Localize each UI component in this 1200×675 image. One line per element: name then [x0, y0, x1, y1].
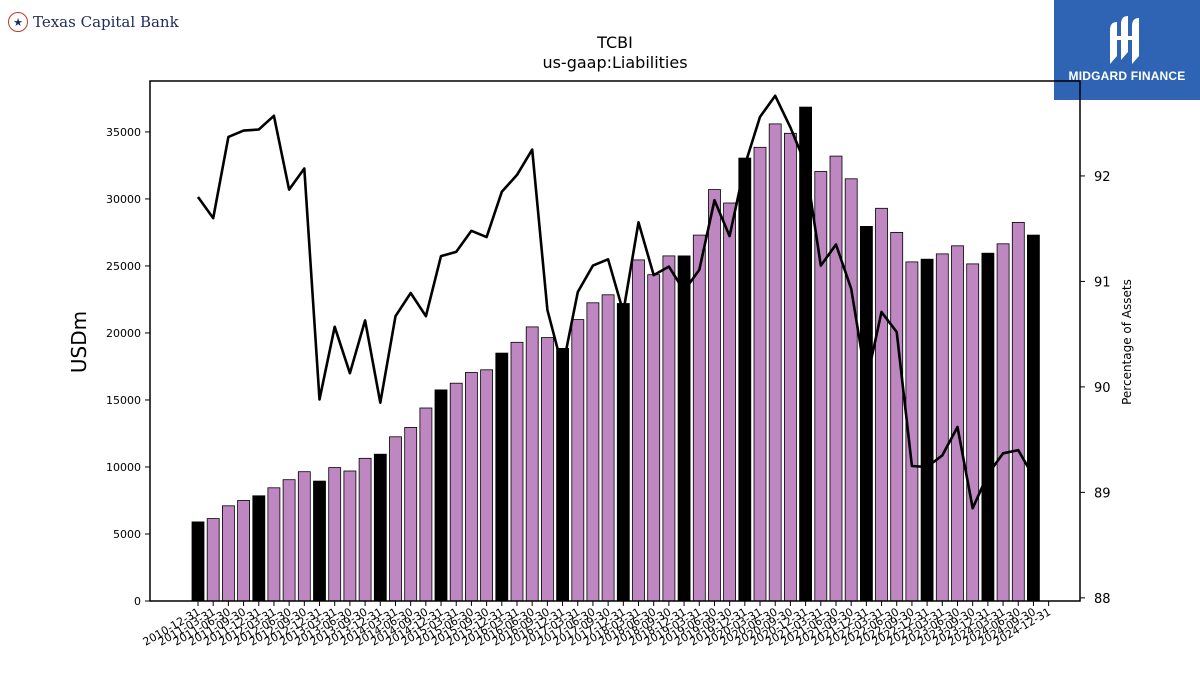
bar-2013-03-31: [328, 467, 342, 602]
percentage-line: [196, 94, 1035, 510]
bar-2011-09-30: [237, 500, 251, 602]
chart-title: TCBI: [596, 33, 633, 52]
bar-2018-12-31: [677, 255, 691, 602]
midgard-logo-icon: [1110, 16, 1139, 64]
bar-2024-06-30: [1011, 221, 1025, 602]
bar-2018-09-30: [662, 255, 676, 602]
bar-2019-06-30: [708, 189, 721, 602]
bar-2022-12-31: [920, 258, 934, 602]
bar-2011-03-31: [206, 518, 220, 602]
bar-2015-06-30: [464, 372, 478, 602]
bar-2015-12-31: [495, 352, 509, 602]
bar-series: [191, 106, 1040, 602]
y2-tick-label: 91: [1094, 275, 1111, 290]
bar-2016-09-30: [541, 337, 554, 602]
bar-2017-03-31: [571, 319, 585, 602]
y2-tick-label: 92: [1094, 170, 1111, 185]
y2-tick-label: 89: [1094, 486, 1111, 501]
y-tick-label: 25000: [106, 260, 141, 273]
y-tick-label: 15000: [106, 394, 141, 407]
star-icon: ★: [8, 12, 28, 32]
bar-2017-06-30: [586, 302, 600, 602]
bar-2024-03-31: [996, 243, 1010, 602]
chart-subtitle: us-gaap:Liabilities: [542, 53, 687, 72]
bar-2016-12-31: [556, 347, 569, 602]
bar-2015-03-31: [449, 382, 463, 602]
bar-2019-09-30: [723, 202, 736, 602]
bar-2014-09-30: [419, 407, 433, 602]
bar-2016-03-31: [510, 341, 524, 602]
bar-2013-09-30: [358, 457, 372, 602]
x-axis: 2010-12-312011-03-312011-06-302011-09-30…: [141, 601, 1053, 649]
bar-2014-12-31: [434, 389, 448, 602]
bar-2023-03-31: [935, 253, 949, 602]
brand-name: Texas Capital Bank: [33, 13, 179, 31]
bar-2012-12-31: [313, 480, 326, 602]
bar-2022-03-31: [875, 207, 888, 602]
plot-frame: [149, 80, 1081, 602]
bar-2023-09-30: [966, 263, 980, 602]
bar-2024-09-30: [1027, 234, 1040, 602]
y-tick-label: 0: [134, 595, 141, 608]
y-axis-right: 88 89 90 91 92: [1080, 170, 1111, 607]
bar-2016-06-30: [525, 326, 539, 602]
bar-2014-03-31: [389, 436, 402, 602]
y-tick-label: 35000: [106, 126, 141, 139]
y-tick-label: 20000: [106, 327, 141, 340]
bar-2018-06-30: [647, 274, 661, 602]
bar-2023-06-30: [951, 245, 964, 602]
badge-label: MIDGARD FINANCE: [1068, 69, 1186, 83]
bar-2023-12-31: [981, 252, 995, 602]
bar-2012-06-30: [282, 479, 296, 602]
y-tick-label: 30000: [106, 193, 141, 206]
bar-2020-06-30: [768, 123, 782, 602]
bar-2017-12-31: [616, 303, 630, 602]
bar-2012-03-31: [267, 487, 281, 602]
brand-logo: ★ Texas Capital Bank: [8, 12, 179, 32]
y2-tick-label: 90: [1094, 381, 1111, 396]
y-axis-label: USDm: [67, 311, 91, 373]
bar-2012-09-30: [297, 471, 311, 602]
y-tick-label: 5000: [113, 528, 141, 541]
bar-2013-12-31: [373, 453, 387, 602]
bar-2015-09-30: [480, 369, 494, 602]
y2-axis-label: Percentage of Assets: [1120, 279, 1134, 405]
bar-2020-12-31: [799, 106, 812, 602]
bar-2021-06-30: [829, 155, 843, 602]
y-tick-label: 10000: [106, 461, 141, 474]
y-axis-left: 0 5000 10000 15000 20000 25000 30000 35000: [106, 126, 150, 608]
bar-2018-03-31: [632, 259, 645, 602]
bar-2021-12-31: [860, 225, 873, 602]
bar-2011-12-31: [252, 495, 266, 602]
bar-2022-06-30: [890, 231, 904, 602]
bar-2019-03-31: [692, 234, 706, 602]
bar-2011-06-30: [221, 505, 235, 602]
bar-2010-12-31: [191, 521, 205, 602]
bar-2013-06-30: [343, 470, 357, 602]
bar-2020-03-31: [753, 146, 767, 602]
bar-2021-09-30: [844, 178, 858, 602]
y2-tick-label: 88: [1094, 592, 1111, 607]
midgard-finance-badge: MIDGARD FINANCE: [1054, 0, 1200, 100]
bar-2020-09-30: [784, 132, 797, 602]
bar-2019-12-31: [738, 157, 752, 602]
bar-2014-06-30: [404, 426, 418, 602]
bar-2017-09-30: [601, 294, 615, 602]
